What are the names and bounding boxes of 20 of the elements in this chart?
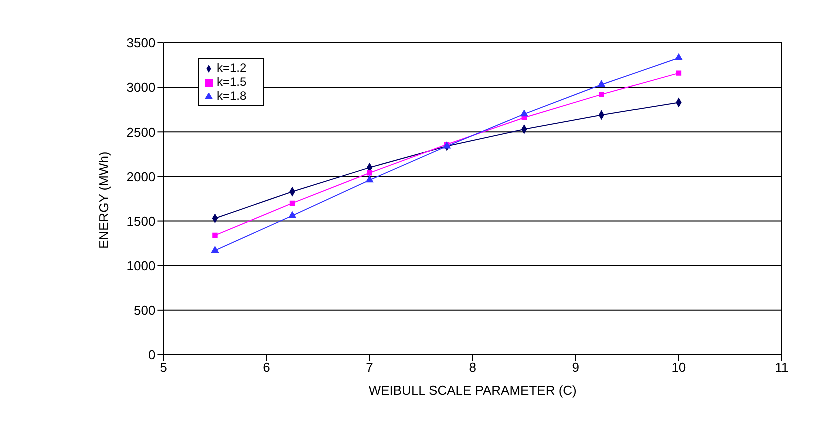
x-tick-label: 10 <box>672 360 686 376</box>
x-tick-label: 5 <box>160 360 168 376</box>
x-tick-label: 8 <box>469 360 476 376</box>
y-tick-label: 500 <box>134 303 156 318</box>
y-tick-label: 2000 <box>126 169 156 184</box>
x-tick-label: 11 <box>775 360 789 376</box>
legend-label: k=1.8 <box>217 89 247 103</box>
x-tick-label: 6 <box>263 360 270 376</box>
y-tick-label: 3500 <box>126 36 156 51</box>
y-tick-label: 1000 <box>126 258 156 274</box>
legend-label: k=1.2 <box>217 61 247 75</box>
y-tick-label: 2500 <box>126 124 156 140</box>
x-tick-label: 9 <box>572 360 580 376</box>
y-tick-label: 1500 <box>126 214 156 229</box>
legend-label: k=1.5 <box>217 75 247 89</box>
y-axis-title: ENERGY (MWh) <box>96 152 112 249</box>
y-tick-label: 0 <box>148 348 156 363</box>
x-tick-label: 7 <box>366 360 374 376</box>
y-tick-label: 3000 <box>126 80 156 96</box>
x-axis-title: WEIBULL SCALE PARAMETER (C) <box>368 383 577 398</box>
